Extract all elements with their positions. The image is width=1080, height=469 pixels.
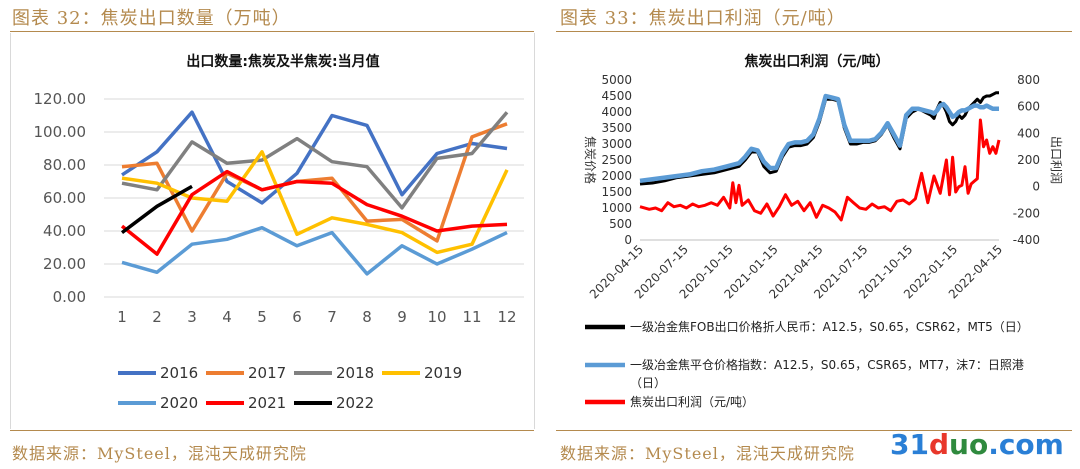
y-tick-label: 120.00 bbox=[34, 90, 87, 108]
y-left-tick-label: 500 bbox=[609, 217, 632, 231]
left-panel-border-right bbox=[534, 33, 535, 429]
legend-label-2018: 2018 bbox=[336, 364, 374, 382]
left-figure-title: 图表 32：焦炭出口数量（万吨） bbox=[12, 8, 291, 29]
watermark-logo: 31duo.com bbox=[890, 428, 1064, 461]
y-left-tick-label: 0 bbox=[624, 233, 632, 247]
y-right-axis-title: 出口利润 bbox=[1049, 136, 1063, 184]
chart-title: 出口数量:焦炭及半焦炭:当月值 bbox=[186, 53, 379, 70]
y-left-tick-label: 1500 bbox=[601, 185, 632, 199]
y-left-tick-label: 1000 bbox=[601, 201, 632, 215]
y-right-tick-label: 400 bbox=[1017, 126, 1040, 140]
y-tick-label: 20.00 bbox=[43, 255, 86, 273]
series-line-2021 bbox=[120, 169, 508, 256]
right-source-rule bbox=[556, 430, 1072, 431]
x-tick-label: 11 bbox=[462, 308, 481, 326]
y-tick-label: 100.00 bbox=[34, 123, 87, 141]
x-tick-label: 5 bbox=[257, 308, 267, 326]
y-tick-label: 80.00 bbox=[43, 156, 86, 174]
series-line-2019 bbox=[121, 150, 509, 255]
watermark-part-2: d bbox=[928, 428, 950, 461]
left-source-rule bbox=[10, 430, 534, 431]
chart-title: 焦炭出口利润（元/吨） bbox=[743, 53, 889, 70]
y-right-tick-label: 0 bbox=[1032, 180, 1040, 194]
watermark-part-3: uo bbox=[949, 428, 989, 461]
legend-label-2016: 2016 bbox=[160, 364, 198, 382]
y-tick-label: 60.00 bbox=[43, 189, 86, 207]
legend-label-2: 焦炭出口利润（元/吨） bbox=[630, 395, 754, 409]
left-panel-border-left bbox=[10, 33, 11, 429]
x-tick-label: 1 bbox=[117, 308, 127, 326]
x-tick-label: 8 bbox=[362, 308, 372, 326]
y-tick-label: 0.00 bbox=[53, 288, 86, 306]
y-left-tick-label: 4000 bbox=[601, 105, 632, 119]
right-figure-title: 图表 33：焦炭出口利润（元/吨） bbox=[560, 8, 846, 29]
series-line-2017 bbox=[121, 122, 508, 243]
y-right-tick-label: 800 bbox=[1017, 73, 1040, 87]
y-left-tick-label: 3500 bbox=[601, 121, 632, 135]
legend-label-0: 一级冶金焦FOB出口价格折人民币：A12.5，S0.65，CSR62，MT5（日… bbox=[630, 319, 1029, 334]
legend-label-1-cont: （日） bbox=[630, 376, 666, 390]
series-line-2 bbox=[639, 118, 1001, 222]
x-tick-label: 6 bbox=[292, 308, 302, 326]
x-tick-label: 10 bbox=[427, 308, 446, 326]
y-left-tick-label: 3000 bbox=[601, 137, 632, 151]
y-right-tick-label: -400 bbox=[1013, 233, 1040, 247]
legend-label-1: 一级冶金焦平仓价格指数：A12.5，S0.65，CSR65，MT7，沫7：日照港 bbox=[630, 357, 1024, 372]
x-tick-label: 4 bbox=[222, 308, 232, 326]
x-tick-label: 2 bbox=[152, 308, 162, 326]
right-source-note: 数据来源：MySteel，混沌天成研究院 bbox=[560, 444, 855, 463]
x-tick-label: 7 bbox=[327, 308, 337, 326]
y-tick-label: 40.00 bbox=[43, 222, 86, 240]
left-title-rule bbox=[10, 31, 534, 32]
legend-label-2021: 2021 bbox=[248, 394, 286, 412]
series-line-2016 bbox=[121, 110, 508, 205]
legend-label-2022: 2022 bbox=[336, 394, 374, 412]
series-line-1 bbox=[639, 93, 999, 184]
x-tick-label: 9 bbox=[397, 308, 407, 326]
legend-label-2019: 2019 bbox=[424, 364, 462, 382]
x-tick-label: 12 bbox=[497, 308, 516, 326]
x-tick-label: 3 bbox=[187, 308, 197, 326]
y-left-tick-label: 4500 bbox=[601, 89, 632, 103]
export-volume-chart: 出口数量:焦炭及半焦炭:当月值 0.00 20.00 40.00 60.00 80.00 1… bbox=[34, 53, 524, 412]
watermark-part-1: 31 bbox=[890, 428, 929, 461]
legend-label-2020: 2020 bbox=[160, 394, 198, 412]
export-profit-chart: 焦炭出口利润（元/吨）05001000150020002500300035004… bbox=[583, 53, 1063, 409]
y-right-tick-label: 600 bbox=[1017, 100, 1040, 114]
series-line-2018 bbox=[121, 111, 509, 210]
left-source-note: 数据来源：MySteel，混沌天成研究院 bbox=[12, 444, 307, 463]
y-right-tick-label: 200 bbox=[1017, 153, 1040, 167]
y-left-tick-label: 2000 bbox=[601, 169, 632, 183]
series-line-2020 bbox=[121, 225, 508, 276]
watermark-part-4: .com bbox=[988, 428, 1064, 461]
series-line-2022 bbox=[120, 184, 193, 234]
right-title-rule bbox=[556, 31, 1072, 32]
y-left-tick-label: 2500 bbox=[601, 153, 632, 167]
y-left-tick-label: 5000 bbox=[601, 73, 632, 87]
legend-label-2017: 2017 bbox=[248, 364, 286, 382]
y-left-axis-title: 焦炭价格 bbox=[583, 136, 598, 184]
y-right-tick-label: -200 bbox=[1013, 206, 1040, 220]
